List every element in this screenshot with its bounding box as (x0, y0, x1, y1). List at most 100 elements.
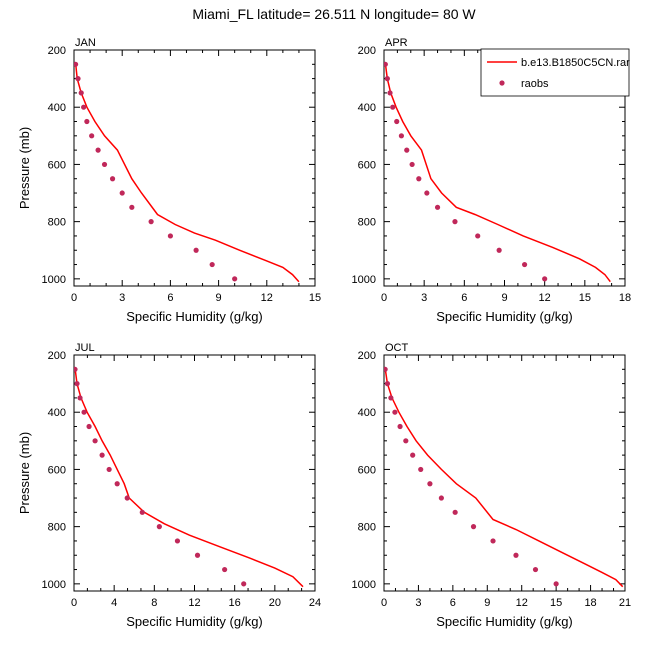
raobs-point (384, 61, 388, 67)
panel-label: OCT (385, 342, 409, 354)
panels-group: 0 3 6 9 12 15 200 400 600 800 1000 JAN Specific Humi… (17, 37, 631, 629)
raobs-point (156, 524, 162, 530)
raobs-point (232, 276, 238, 282)
x-tick-label: 12 (261, 292, 273, 304)
x-tick-label: 18 (584, 597, 596, 609)
plot-frame (383, 354, 626, 592)
x-tick-label: 24 (309, 597, 321, 609)
raobs-point (209, 261, 215, 268)
raobs-point (74, 366, 78, 372)
y-tick-label: 1000 (352, 579, 376, 591)
raobs-point (384, 381, 391, 387)
y-tick-label: 200 (48, 45, 66, 57)
raobs-point (397, 423, 403, 430)
y-tick-label: 1000 (352, 274, 376, 286)
y-tick-label: 600 (358, 464, 376, 476)
raobs-point (86, 423, 92, 430)
raobs-point (81, 409, 87, 415)
model-line (74, 367, 304, 588)
raobs-point (403, 438, 409, 444)
y-tick-label: 200 (358, 45, 376, 57)
x-tick-label: 0 (71, 292, 77, 304)
model-line (384, 367, 624, 588)
raobs-point (427, 481, 433, 487)
raobs-point (139, 509, 145, 515)
raobs-point (124, 495, 130, 501)
y-tick-label: 400 (48, 407, 66, 419)
x-axis-label: Specific Humidity (g/kg) (126, 614, 263, 629)
panel-label: JAN (75, 37, 96, 49)
x-tick-label: 6 (461, 292, 467, 304)
raobs-point (119, 190, 125, 196)
y-tick-label: 800 (358, 217, 376, 229)
raobs-point (470, 524, 477, 530)
raobs-point (452, 219, 458, 225)
raobs-point (148, 219, 154, 225)
raobs-point (222, 566, 228, 573)
raobs-point (392, 409, 398, 415)
data-layer (384, 61, 611, 283)
raobs-point (398, 133, 405, 139)
panel-jul: 0 4 8 12 16 20 24 200 400 600 800 1000 JUL Specific H… (17, 342, 321, 629)
x-tick-label: 18 (619, 292, 631, 304)
raobs-point (109, 176, 116, 182)
raobs-point (106, 466, 112, 473)
y-axis-label: Pressure (mb) (17, 432, 32, 514)
y-tick-label: 400 (48, 102, 66, 114)
raobs-point (553, 581, 559, 587)
raobs-point (99, 452, 105, 458)
x-tick-label: 4 (111, 597, 117, 609)
raobs-point (410, 452, 416, 458)
x-tick-label: 15 (579, 292, 591, 304)
y-tick-label: 600 (358, 159, 376, 171)
x-tick-label: 16 (229, 597, 241, 609)
x-tick-label: 6 (167, 292, 173, 304)
x-tick-label: 9 (501, 292, 507, 304)
raobs-point (390, 104, 396, 110)
y-tick-label: 1000 (42, 579, 66, 591)
raobs-point (194, 552, 201, 558)
raobs-point (384, 366, 388, 372)
raobs-point (490, 538, 496, 544)
x-tick-label: 8 (151, 597, 157, 609)
panel-jan: 0 3 6 9 12 15 200 400 600 800 1000 JAN Specific Humi… (17, 37, 321, 324)
raobs-point (418, 466, 424, 473)
plot-frame (73, 354, 316, 592)
panel-label: JUL (75, 342, 95, 354)
y-tick-label: 1000 (42, 274, 66, 286)
raobs-point (167, 233, 173, 239)
raobs-point (496, 247, 502, 253)
x-tick-label: 12 (516, 597, 528, 609)
model-line (384, 62, 611, 283)
raobs-point (384, 76, 390, 82)
x-tick-label: 6 (450, 597, 456, 609)
raobs-point (174, 538, 181, 544)
raobs-point (475, 233, 481, 239)
x-tick-label: 9 (484, 597, 490, 609)
raobs-point (416, 176, 422, 182)
legend-model-label: b.e13.B1850C5CN.rar (521, 57, 630, 69)
raobs-point (404, 147, 410, 153)
raobs-point (434, 204, 441, 210)
y-tick-label: 800 (48, 522, 66, 534)
y-tick-label: 200 (48, 350, 66, 362)
raobs-point (409, 161, 415, 168)
x-tick-label: 3 (421, 292, 427, 304)
raobs-point (241, 581, 247, 587)
x-tick-label: 3 (415, 597, 421, 609)
raobs-point (129, 204, 135, 210)
raobs-point (532, 566, 539, 573)
legend-dot-marker (499, 80, 505, 86)
raobs-point (452, 509, 458, 515)
model-line (74, 62, 300, 283)
raobs-point (77, 395, 83, 401)
y-tick-label: 600 (48, 464, 66, 476)
panel-apr: 0 3 6 9 12 15 18 200 400 600 800 1000 APR Specific Hu… (352, 37, 632, 324)
x-tick-label: 9 (216, 292, 222, 304)
raobs-point (394, 118, 400, 125)
raobs-point (92, 438, 98, 444)
y-tick-label: 800 (358, 522, 376, 534)
raobs-point (89, 133, 95, 139)
raobs-point (542, 276, 548, 282)
